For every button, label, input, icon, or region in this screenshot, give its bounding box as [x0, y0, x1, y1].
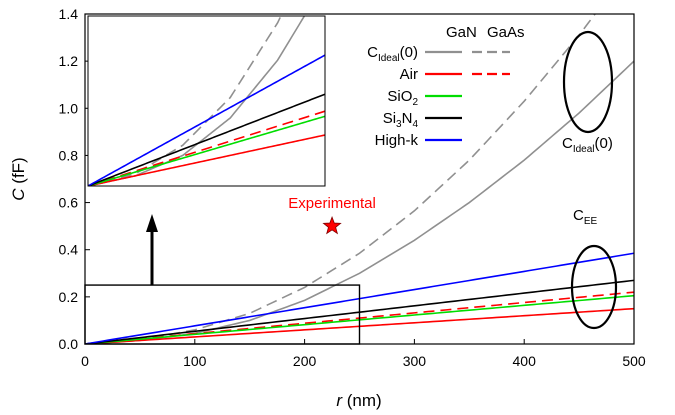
annotation-c-ideal: CIdeal(0) — [562, 135, 613, 155]
series-line-gaas-air — [88, 110, 325, 186]
y-tick-label: 0.6 — [59, 195, 79, 211]
zoom-box-rect — [84, 284, 361, 345]
legend-label: SiO2 — [387, 88, 418, 108]
inset-region-box — [84, 284, 361, 345]
y-axis-ticks: 0.0 0.2 0.4 0.6 0.8 1.0 1.2 1.4 — [59, 6, 90, 352]
series-line-gan-si3n4 — [88, 93, 325, 186]
experimental-point-star — [322, 216, 342, 235]
x-tick-label: 0 — [81, 353, 89, 369]
ellipse-c-ee-group: CEE — [570, 207, 618, 330]
inset-background — [88, 16, 325, 186]
zoom-arrow — [146, 214, 158, 285]
inset-frame — [87, 15, 326, 187]
y-tick-label: 0.4 — [59, 242, 79, 258]
ellipse-c-ideal — [562, 30, 614, 134]
y-tick-label: 0.8 — [59, 147, 79, 163]
x-axis-title: r (nm) — [336, 391, 381, 410]
y-axis-title: C (fF) — [9, 157, 28, 200]
inset-plot — [87, 15, 326, 187]
legend-label: CIdeal(0) — [367, 44, 418, 64]
experimental-label: Experimental — [288, 195, 376, 212]
y-tick-label: 0.0 — [59, 336, 79, 352]
x-tick-label: 100 — [183, 353, 207, 369]
ellipse-c-ee — [570, 244, 618, 330]
legend-label: Air — [400, 66, 418, 83]
y-tick-label: 1.0 — [59, 100, 79, 116]
series-line-gan-sio2 — [88, 115, 325, 186]
series-line-gan-air — [88, 134, 325, 186]
legend-label: Si3N4 — [383, 110, 419, 130]
y-tick-label: 1.2 — [59, 53, 79, 69]
legend-header-gaas: GaAs — [487, 24, 525, 41]
x-tick-label: 500 — [622, 353, 646, 369]
x-tick-label: 400 — [513, 353, 537, 369]
inset-curves — [88, 16, 325, 186]
ellipse-c-ideal-group: CIdeal(0) — [562, 30, 614, 155]
legend-label: High-k — [375, 132, 419, 149]
y-tick-label: 1.4 — [59, 6, 79, 22]
legend-header-gan: GaN — [446, 24, 477, 41]
series-line-gan-high-k — [88, 54, 325, 186]
x-tick-label: 300 — [403, 353, 427, 369]
y-tick-label: 0.2 — [59, 289, 79, 305]
annotation-c-ee: CEE — [573, 207, 598, 227]
experimental-points: Experimental — [288, 195, 376, 235]
x-axis-ticks: 0 100 200 300 400 500 — [81, 339, 646, 369]
x-tick-label: 200 — [293, 353, 317, 369]
